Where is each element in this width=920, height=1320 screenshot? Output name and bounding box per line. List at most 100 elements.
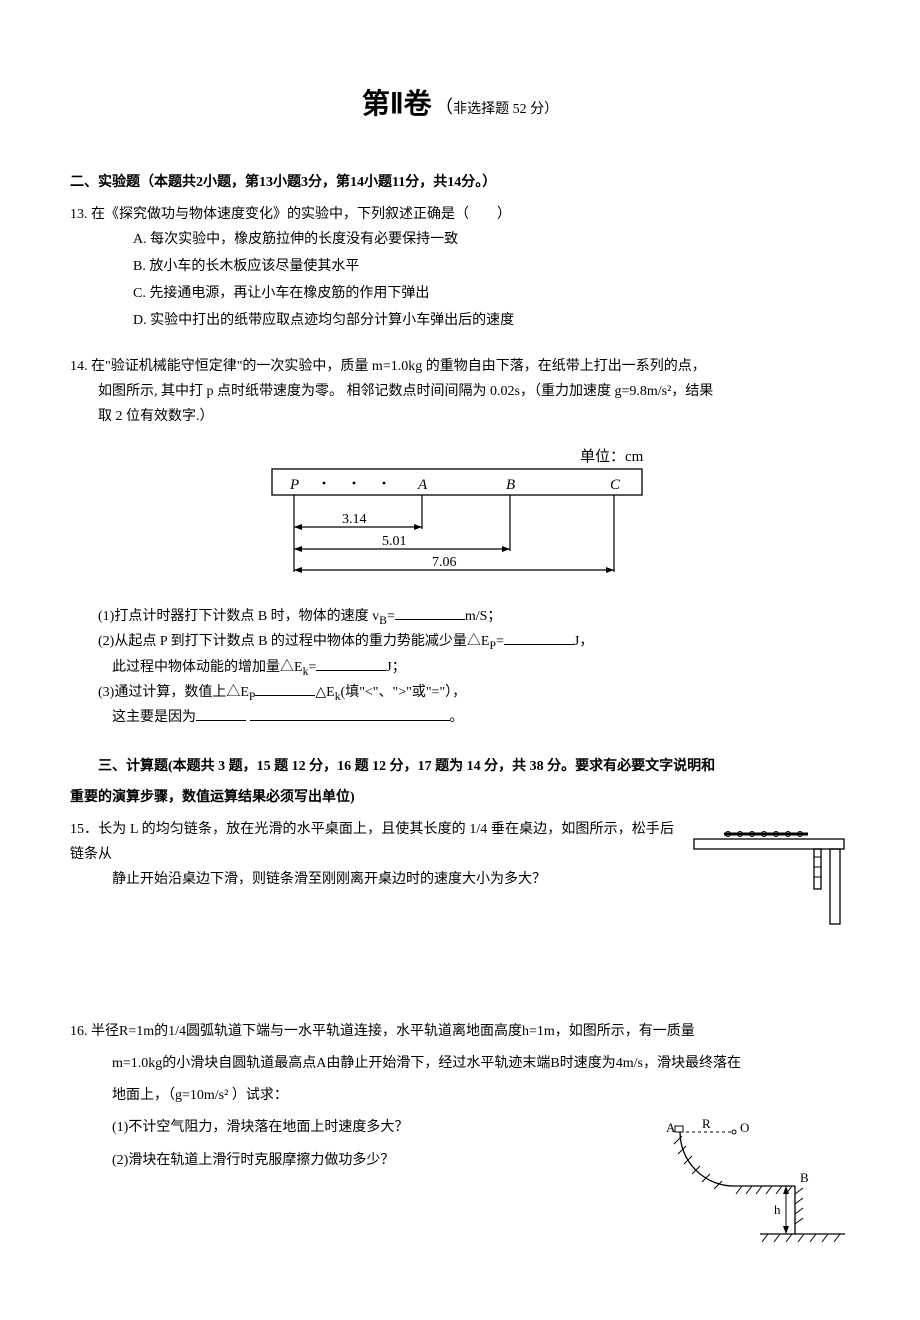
arrow-r-1 bbox=[414, 524, 422, 530]
v-hatch-1 bbox=[795, 1188, 803, 1194]
tape-B: B bbox=[506, 477, 515, 493]
section-3-heading-l2: 重要的演算步骤，数值运算结果必须写出单位) bbox=[70, 785, 850, 810]
label-h: h bbox=[774, 1202, 781, 1217]
h-hatch-1 bbox=[736, 1186, 742, 1194]
q14-sub2-l2-unit: J； bbox=[386, 660, 405, 675]
q16-l2: m=1.0kg的小滑块自圆轨道最高点A由静止开始滑下，经过水平轨迹末端B时速度为… bbox=[70, 1048, 850, 1080]
section-2-heading: 二、实验题（本题共2小题，第13小题3分，第14小题11分，共14分。） bbox=[70, 170, 850, 195]
q15-l2: 静止开始沿桌边下滑，则链条滑至刚刚离开桌边时的速度大小为多大？ bbox=[70, 867, 674, 892]
tape-A: A bbox=[417, 477, 428, 493]
q14-sub2-l2-pre: 此过程中物体动能的增加量△E bbox=[112, 660, 303, 675]
tape-d2: 5.01 bbox=[382, 534, 407, 549]
q16-figure: A R O B h bbox=[660, 1116, 850, 1259]
q14-sub3-blank1 bbox=[255, 680, 315, 695]
v-hatch-3 bbox=[795, 1208, 803, 1214]
arc-track bbox=[680, 1132, 734, 1186]
tape-dot-3 bbox=[383, 482, 386, 485]
arrow-l-3 bbox=[294, 567, 302, 573]
table-top bbox=[694, 839, 844, 849]
label-R: R bbox=[702, 1116, 711, 1131]
q13-option-d: D. 实验中打出的纸带应取点迹均匀部分计算小车弹出后的速度 bbox=[133, 308, 850, 333]
label-B: B bbox=[800, 1170, 809, 1185]
q15-l1: 15．长为 L 的均匀链条，放在光滑的水平桌面上，且使其长度的 1/4 垂在桌边… bbox=[70, 817, 674, 867]
g-hatch-5 bbox=[810, 1234, 816, 1242]
q14-sub3-l1-tail: (填"<"、">"或"="）， bbox=[341, 685, 467, 700]
arc-hatch-5 bbox=[702, 1174, 710, 1182]
g-hatch-3 bbox=[786, 1234, 792, 1242]
q14-sub2-l2-eq: = bbox=[308, 660, 316, 675]
q15-figure bbox=[690, 817, 850, 936]
q13-option-c: C. 先接通电源，再让小车在橡皮筋的作用下弹出 bbox=[133, 281, 850, 306]
tape-d3: 7.06 bbox=[432, 555, 457, 570]
h-hatch-5 bbox=[776, 1186, 782, 1194]
g-hatch-6 bbox=[822, 1234, 828, 1242]
q14-sub2-l2-blank bbox=[316, 655, 386, 670]
q13-options: A. 每次实验中，橡皮筋拉伸的长度没有必要保持一致 B. 放小车的长木板应该尽量… bbox=[70, 227, 850, 334]
arrow-r-2 bbox=[502, 546, 510, 552]
q16-l1: 16. 半径R=1m的1/4圆弧轨道下端与一水平轨道连接，水平轨道离地面高度h=… bbox=[70, 1016, 850, 1048]
q14-stem-l2: 如图所示, 其中打 p 点时纸带速度为零。 相邻记数点时间间隔为 0.02s，（… bbox=[70, 379, 850, 404]
q14-sub3-l2-end: 。 bbox=[450, 710, 464, 725]
label-A: A bbox=[666, 1120, 676, 1135]
q14-sub3-l1-mid: △E bbox=[315, 685, 334, 700]
label-O: O bbox=[740, 1120, 749, 1135]
arc-hatch-3 bbox=[684, 1156, 692, 1164]
g-hatch-1 bbox=[762, 1234, 768, 1242]
tape-dot-2 bbox=[353, 482, 356, 485]
tape-P: P bbox=[289, 477, 299, 493]
q13-stem: 13. 在《探究做功与物体速度变化》的实验中，下列叙述正确是（ ） bbox=[70, 202, 850, 227]
g-hatch-2 bbox=[774, 1234, 780, 1242]
q14-sub1-unit: m/S； bbox=[465, 609, 502, 624]
q14-sub3-l1-pre: (3)通过计算，数值上△E bbox=[98, 685, 249, 700]
chain-vertical bbox=[814, 849, 821, 889]
v-hatch-4 bbox=[795, 1218, 803, 1224]
g-hatch-4 bbox=[798, 1234, 804, 1242]
arrow-l-1 bbox=[294, 524, 302, 530]
tape-rect bbox=[272, 469, 642, 495]
question-13: 13. 在《探究做功与物体速度变化》的实验中，下列叙述正确是（ ） A. 每次实… bbox=[70, 202, 850, 334]
q14-sub2-l1-unit: J， bbox=[574, 634, 593, 649]
q14-sub2-l1: (2)从起点 P 到打下计数点 B 的过程中物体的重力势能减少量△EP=J， bbox=[70, 629, 850, 654]
arrow-r-3 bbox=[606, 567, 614, 573]
h-arrow-up bbox=[783, 1186, 789, 1194]
spacer bbox=[70, 956, 850, 1016]
h-hatch-3 bbox=[756, 1186, 762, 1194]
q15-text: 15．长为 L 的均匀链条，放在光滑的水平桌面上，且使其长度的 1/4 垂在桌边… bbox=[70, 817, 674, 893]
table-leg bbox=[830, 849, 840, 924]
section-3-heading-l1: 三、计算题(本题共 3 题，15 题 12 分，16 题 12 分，17 题为 … bbox=[70, 754, 850, 779]
question-15: 15．长为 L 的均匀链条，放在光滑的水平桌面上，且使其长度的 1/4 垂在桌边… bbox=[70, 817, 850, 936]
q16-l3: 地面上，（g=10m/s² ）试求： bbox=[70, 1080, 850, 1112]
g-hatch-7 bbox=[834, 1234, 840, 1242]
h-hatch-2 bbox=[746, 1186, 752, 1194]
q14-sub1-subB: B bbox=[379, 614, 387, 627]
title-main: 第Ⅱ卷 bbox=[362, 89, 432, 120]
q14-sub3-l2: 这主要是因为 。 bbox=[70, 705, 850, 730]
question-14: 14. 在"验证机械能守恒定律"的一次实验中，质量 m=1.0kg 的重物自由下… bbox=[70, 354, 850, 731]
q14-stem-l3: 取 2 位有效数字.） bbox=[70, 404, 850, 429]
block-A bbox=[675, 1126, 683, 1132]
q13-option-b: B. 放小车的长木板应该尽量使其水平 bbox=[133, 254, 850, 279]
q14-sub3-blank2 bbox=[196, 706, 246, 721]
q14-sub1-pre: (1)打点计时器打下计数点 B 时，物体的速度 v bbox=[98, 609, 379, 624]
arrow-l-2 bbox=[294, 546, 302, 552]
tape-unit-label: 单位：cm bbox=[580, 448, 644, 465]
q14-sub3-blank3 bbox=[250, 706, 450, 721]
q14-sub2-l2: 此过程中物体动能的增加量△Ek=J； bbox=[70, 655, 850, 680]
title-tail: 非选择题 52 分） bbox=[453, 102, 558, 117]
tape-dot-1 bbox=[323, 482, 326, 485]
q14-tape-figure: 单位：cm P A B C 3.14 5.01 7.06 bbox=[270, 447, 650, 586]
q13-option-a: A. 每次实验中，橡皮筋拉伸的长度没有必要保持一致 bbox=[133, 227, 850, 252]
volume-title: 第Ⅱ卷 （非选择题 52 分） bbox=[70, 80, 850, 130]
question-16: 16. 半径R=1m的1/4圆弧轨道下端与一水平轨道连接，水平轨道离地面高度h=… bbox=[70, 1016, 850, 1260]
q14-sub2-l1-eq: = bbox=[496, 634, 504, 649]
q14-sub2-l1-blank bbox=[504, 630, 574, 645]
q14-sub1: (1)打点计时器打下计数点 B 时，物体的速度 vB= m/S； bbox=[70, 604, 850, 629]
q14-sub2-l1-pre: (2)从起点 P 到打下计数点 B 的过程中物体的重力势能减少量△E bbox=[98, 634, 489, 649]
q14-sub1-blank bbox=[395, 605, 465, 620]
tape-C: C bbox=[610, 477, 621, 493]
h-hatch-4 bbox=[766, 1186, 772, 1194]
v-hatch-2 bbox=[795, 1198, 803, 1204]
q14-sub3-l2-pre: 这主要是因为 bbox=[112, 710, 196, 725]
h-arrow-down bbox=[783, 1226, 789, 1234]
q14-sub1-eq: = bbox=[387, 609, 395, 624]
